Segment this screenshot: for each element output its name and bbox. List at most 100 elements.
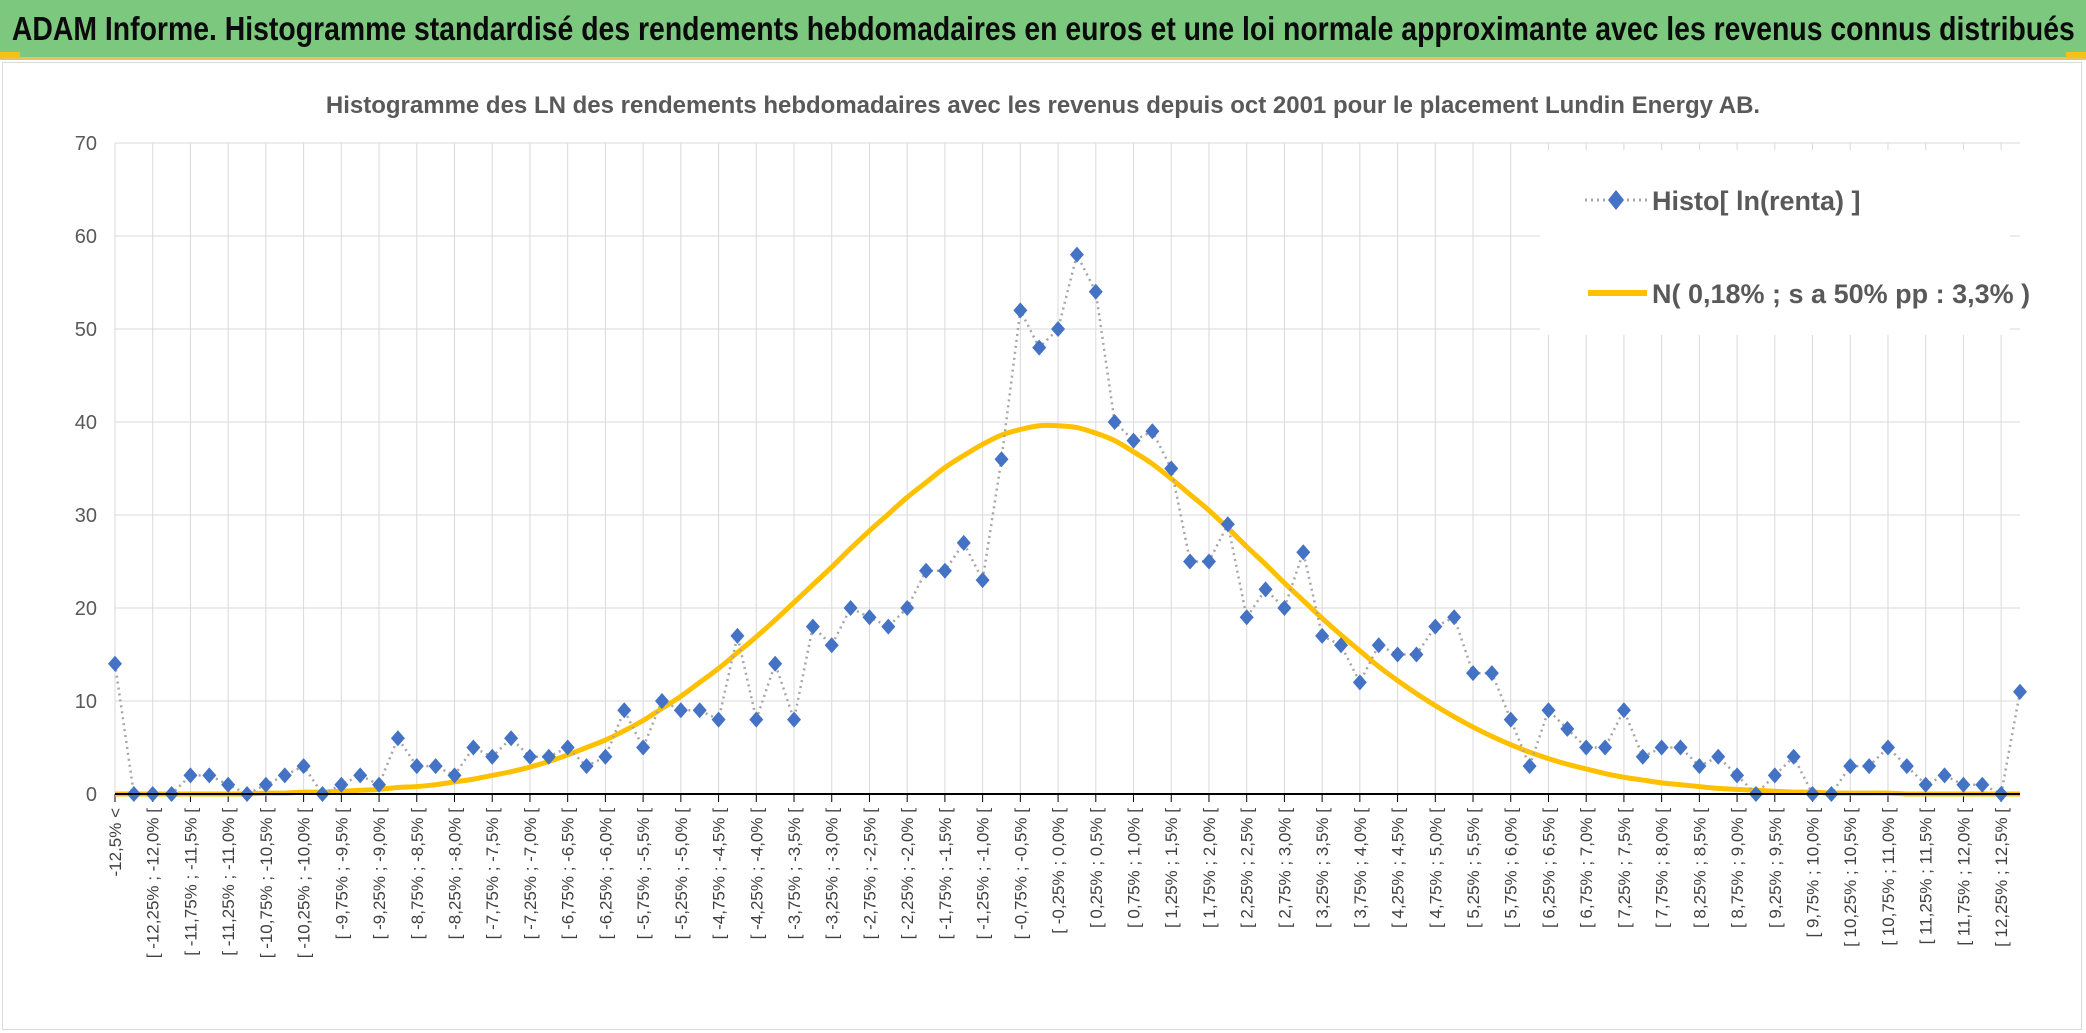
histo-point [1918, 776, 1933, 793]
x-tick-label: [ -11,25% ; -11,0% [ [219, 808, 238, 956]
y-axis-ticks: 0 10 20 30 40 50 60 70 [75, 133, 97, 806]
histo-point [692, 702, 707, 719]
histo-point [1239, 609, 1254, 626]
x-tick-label: [ 4,25% ; 4,5% [ [1389, 808, 1408, 928]
banner-accent-right [2066, 52, 2086, 58]
histo-point [1088, 283, 1103, 300]
histo-point [1484, 665, 1499, 682]
histo-point [1654, 739, 1669, 756]
histo-point [1541, 702, 1556, 719]
histo-point [1183, 553, 1198, 570]
y-tick-label: 0 [86, 784, 97, 806]
histo-point [1522, 758, 1537, 775]
histo-point [1258, 581, 1273, 598]
y-tick-label: 70 [75, 133, 97, 155]
histo-point [202, 767, 217, 784]
histo-point [1635, 748, 1650, 765]
y-tick-label: 40 [75, 412, 97, 434]
histo-point [617, 702, 632, 719]
legend-normal-label: N( 0,18% ; s a 50% pp : 3,3% ) [1652, 279, 2030, 309]
x-tick-label: [ 3,75% ; 4,0% [ [1351, 808, 1370, 928]
x-tick-label: [ 1,75% ; 2,0% [ [1200, 808, 1219, 928]
x-tick-label: [ -1,25% ; -1,0% [ [974, 808, 993, 940]
histo-point [504, 730, 519, 747]
x-tick-label: [ 8,75% ; 9,0% [ [1728, 808, 1747, 928]
histo-point [749, 711, 764, 728]
histo-point [1145, 423, 1160, 440]
histo-point [824, 637, 839, 654]
histo-point [1201, 553, 1216, 570]
x-tick-label: -12,5% < [106, 808, 125, 877]
histo-point [1296, 544, 1311, 561]
x-tick-label: [ -4,75% ; -4,5% [ [710, 808, 729, 940]
y-tick-label: 50 [75, 319, 97, 341]
x-tick-label: [ 9,75% ; 10,0% [ [1804, 808, 1823, 938]
histo-point [1277, 600, 1292, 616]
histogram-series [108, 246, 2027, 802]
histo-point [579, 758, 594, 775]
report-banner: ADAM Informe. Histogramme standardisé de… [0, 0, 2086, 60]
histo-point [1315, 627, 1330, 644]
x-tick-label: [ -7,75% ; -7,5% [ [483, 808, 502, 940]
histo-point [1692, 758, 1707, 775]
histo-line [113, 251, 2022, 796]
normal-curve [115, 422, 2020, 797]
y-tick-label: 60 [75, 226, 97, 248]
histo-point [447, 767, 462, 784]
x-tick-label: [ -0,25% ; 0,0% [ [1049, 808, 1068, 934]
x-tick-label: [ -6,25% ; -6,0% [ [596, 808, 615, 940]
histo-point [673, 702, 688, 719]
x-tick-label: [ 10,25% ; 10,5% [ [1841, 808, 1860, 947]
histo-point [296, 758, 311, 775]
x-tick-label: [ 12,25% ; 12,5% [ [1992, 808, 2011, 947]
histo-point [1937, 767, 1952, 784]
histo-point [560, 739, 575, 756]
x-tick-label: [ -5,75% ; -5,5% [ [634, 808, 653, 940]
chart-frame [2, 62, 2082, 1030]
histo-point [1711, 748, 1726, 765]
y-tick-label: 20 [75, 598, 97, 620]
x-tick-label: [ 5,75% ; 6,0% [ [1502, 808, 1521, 928]
histo-point [1333, 637, 1348, 654]
x-tick-label: [ 6,25% ; 6,5% [ [1539, 808, 1558, 928]
histo-point [805, 618, 820, 635]
histo-point [390, 730, 405, 747]
x-tick-label: [ 6,75% ; 7,0% [ [1577, 808, 1596, 928]
x-tick-label: [ -1,75% ; -1,5% [ [936, 808, 955, 940]
normal-curve-line [115, 422, 2020, 797]
x-axis-ticks: -12,5% < [ -12,25% ; -12,0% [[ -11,75% ; … [106, 794, 2011, 958]
histo-point [409, 758, 424, 775]
histo-point [353, 767, 368, 784]
histo-point [1767, 767, 1782, 784]
histo-point [1220, 516, 1235, 533]
histo-point [937, 562, 952, 579]
histo-point [598, 748, 613, 765]
histo-point [466, 739, 481, 756]
histo-point [654, 693, 669, 709]
legend-histo-marker [1608, 190, 1624, 210]
histo-point [919, 562, 934, 579]
histo-point [485, 748, 500, 765]
histo-point [183, 767, 198, 784]
histo-point [1673, 739, 1688, 756]
x-tick-label: [ -10,25% ; -10,0% [ [295, 808, 314, 959]
histo-point [1786, 748, 1801, 765]
histo-point [1880, 739, 1895, 756]
x-tick-label: [ -5,25% ; -5,0% [ [672, 808, 691, 940]
histo-point [1032, 339, 1047, 356]
x-tick-label: [ -4,25% ; -4,0% [ [747, 808, 766, 940]
x-tick-label: [ -9,25% ; -9,0% [ [370, 808, 389, 940]
x-tick-label: [ 10,75% ; 11,0% [ [1879, 808, 1898, 946]
x-tick-label: [ 7,25% ; 7,5% [ [1615, 808, 1634, 928]
histo-point [1956, 776, 1971, 793]
histo-point [108, 655, 122, 672]
histo-point [541, 748, 556, 765]
x-tick-label: [ -0,75% ; -0,5% [ [1011, 808, 1030, 940]
x-tick-label: [ 7,75% ; 8,0% [ [1653, 808, 1672, 928]
chart-title: Histogramme des LN des rendements hebdom… [326, 92, 1760, 119]
histo-point [1975, 776, 1990, 793]
x-tick-label: [ 3,25% ; 3,5% [ [1313, 808, 1332, 928]
x-tick-label: [ -7,25% ; -7,0% [ [521, 808, 540, 940]
y-tick-label: 10 [75, 691, 97, 713]
